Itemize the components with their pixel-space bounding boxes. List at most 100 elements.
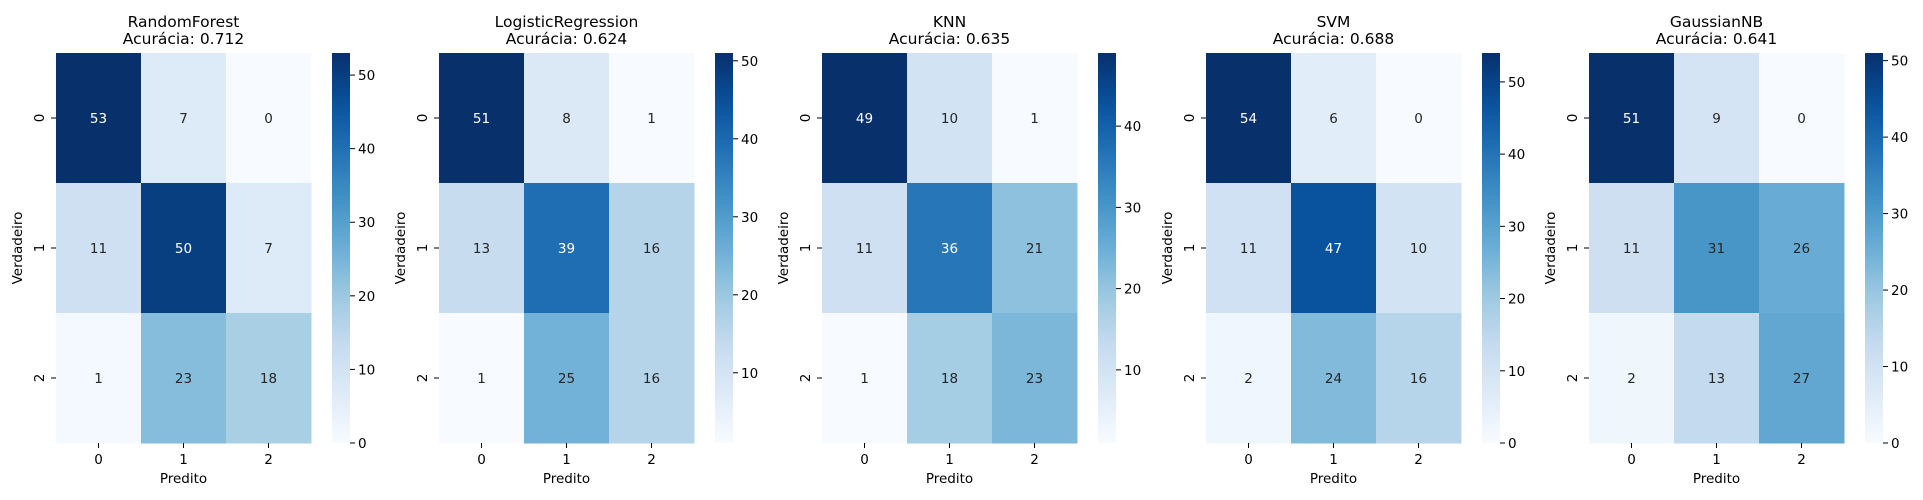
x-tick-label-2: 2 [1414, 452, 1423, 468]
y-tick-label-0: 0 [1565, 114, 1581, 123]
x-tick-label-1: 1 [1712, 452, 1721, 468]
cell-value-0-0: 51 [473, 111, 490, 127]
cell-value-2-0: 2 [1244, 371, 1253, 387]
heatmap-cell-0-1 [1674, 53, 1760, 184]
heatmap-cell-0-1 [907, 53, 993, 184]
cell-value-0-0: 53 [90, 111, 107, 127]
chart-title: KNN [933, 13, 966, 31]
colorbar-tick-label-4: 40 [1891, 130, 1908, 146]
heatmap-cell-2-0 [1589, 313, 1675, 444]
heatmap-cell-2-2 [226, 313, 312, 444]
x-axis-label: Predito [160, 471, 207, 487]
heatmap-cell-2-2 [992, 313, 1078, 444]
colorbar-tick-label-2: 20 [1891, 283, 1908, 299]
colorbar-tick-label-0: 10 [1124, 363, 1141, 379]
cell-value-0-1: 9 [1712, 111, 1721, 127]
cell-value-0-2: 0 [1414, 111, 1423, 127]
colorbar-tick-label-5: 50 [358, 68, 375, 84]
heatmap-cell-1-1 [1674, 183, 1760, 314]
heatmap-cell-2-0 [56, 313, 142, 444]
colorbar-tick-label-3: 40 [1124, 119, 1141, 135]
colorbar-tick-label-4: 40 [1508, 147, 1525, 163]
colorbar-tick-label-5: 50 [1891, 54, 1908, 70]
cell-value-0-1: 7 [179, 111, 188, 127]
chart-title: LogisticRegression [495, 13, 639, 31]
cell-value-2-0: 1 [860, 371, 869, 387]
cell-value-0-2: 0 [1797, 111, 1806, 127]
x-tick-label-0: 0 [1627, 452, 1636, 468]
y-tick-label-2: 2 [32, 374, 48, 383]
y-axis-label: Verdadeiro [1160, 212, 1176, 285]
x-tick-label-2: 2 [264, 452, 273, 468]
heatmap-cell-0-0 [56, 53, 142, 184]
cell-value-2-0: 1 [477, 371, 486, 387]
y-tick-label-2: 2 [415, 374, 431, 383]
cell-value-2-1: 24 [1325, 371, 1342, 387]
heatmap-cell-0-0 [1589, 53, 1675, 184]
heatmap-cell-1-2 [609, 183, 695, 314]
x-tick-label-1: 1 [945, 452, 954, 468]
y-tick-label-1: 1 [798, 244, 814, 253]
heatmap-cell-0-1 [1291, 53, 1377, 184]
y-axis-label: Verdadeiro [393, 212, 409, 285]
heatmap-cell-1-1 [141, 183, 227, 314]
cell-value-0-1: 8 [562, 111, 571, 127]
cell-value-1-0: 11 [1240, 241, 1257, 257]
heatmap-cell-2-1 [1674, 313, 1760, 444]
colorbar-tick-label-0: 0 [1508, 436, 1517, 452]
heatmap-cell-1-0 [1206, 183, 1292, 314]
heatmap-cell-2-0 [822, 313, 908, 444]
x-tick-label-1: 1 [562, 452, 571, 468]
heatmap-cell-2-0 [439, 313, 525, 444]
x-axis-label: Predito [926, 471, 973, 487]
x-tick-label-1: 1 [1329, 452, 1338, 468]
heatmap-cell-0-0 [822, 53, 908, 184]
cell-value-2-1: 18 [941, 371, 958, 387]
heatmap-cell-1-2 [1759, 183, 1845, 314]
cell-value-0-2: 1 [647, 111, 656, 127]
colorbar [332, 53, 350, 443]
cell-value-2-2: 16 [643, 371, 660, 387]
chart-subtitle: Acurácia: 0.688 [1273, 30, 1394, 48]
heatmap-cell-0-0 [1206, 53, 1292, 184]
chart-title: SVM [1317, 13, 1351, 31]
x-tick-label-0: 0 [477, 452, 486, 468]
heatmap-cell-2-1 [141, 313, 227, 444]
cell-value-0-0: 51 [1623, 111, 1640, 127]
heatmap-cell-1-0 [1589, 183, 1675, 314]
cell-value-1-1: 31 [1708, 241, 1725, 257]
cell-value-1-0: 11 [90, 241, 107, 257]
cell-value-1-1: 39 [558, 241, 575, 257]
x-tick-label-1: 1 [179, 452, 188, 468]
y-axis-label: Verdadeiro [1543, 212, 1559, 285]
cell-value-2-2: 23 [1026, 371, 1043, 387]
colorbar-tick-label-3: 30 [1891, 207, 1908, 223]
colorbar-tick-label-3: 30 [1508, 219, 1525, 235]
cell-value-1-0: 11 [856, 241, 873, 257]
colorbar-tick-label-4: 50 [741, 54, 758, 70]
colorbar-tick-label-0: 0 [1891, 436, 1900, 452]
heatmap-cell-2-2 [609, 313, 695, 444]
heatmap-cell-1-1 [1291, 183, 1377, 314]
heatmap-cell-0-0 [439, 53, 525, 184]
x-axis-label: Predito [1693, 471, 1740, 487]
heatmap-cell-1-2 [1376, 183, 1462, 314]
cell-value-1-2: 26 [1793, 241, 1810, 257]
x-tick-label-0: 0 [860, 452, 869, 468]
heatmap-cell-1-0 [439, 183, 525, 314]
y-axis-label: Verdadeiro [10, 212, 26, 285]
cell-value-0-0: 54 [1240, 111, 1257, 127]
y-axis-label: Verdadeiro [776, 212, 792, 285]
x-tick-label-2: 2 [647, 452, 656, 468]
chart-title: GaussianNB [1670, 13, 1763, 31]
y-tick-label-2: 2 [1182, 374, 1198, 383]
heatmap-cell-0-2 [992, 53, 1078, 184]
chart-subtitle: Acurácia: 0.624 [506, 30, 627, 48]
heatmap-cell-2-1 [524, 313, 610, 444]
x-axis-label: Predito [543, 471, 590, 487]
heatmap-cell-1-0 [822, 183, 908, 314]
